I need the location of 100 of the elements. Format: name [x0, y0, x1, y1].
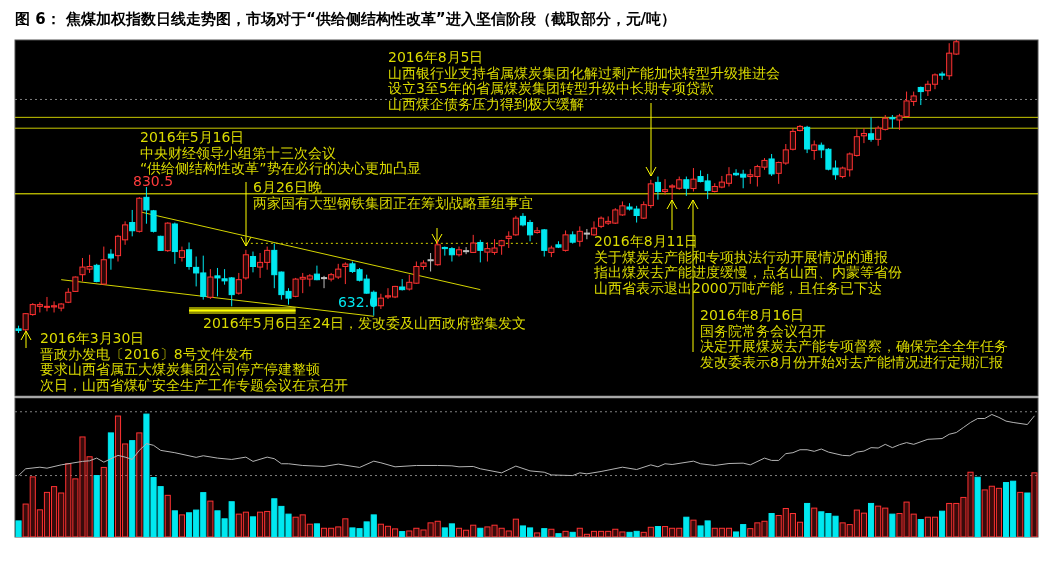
bar — [463, 529, 470, 537]
candlestick — [242, 249, 249, 281]
bar — [178, 514, 186, 537]
bar — [974, 476, 981, 537]
bar — [235, 513, 242, 537]
bar — [839, 522, 846, 537]
bar — [242, 511, 249, 537]
bar — [342, 518, 349, 537]
bar — [931, 516, 939, 537]
bar — [257, 511, 264, 537]
bar — [761, 520, 768, 537]
candlestick — [477, 239, 484, 263]
candlestick — [427, 252, 434, 272]
bar — [576, 527, 583, 537]
candlestick — [583, 228, 590, 240]
candlestick — [342, 261, 349, 285]
bar — [960, 496, 967, 537]
bar — [36, 509, 43, 537]
bar — [114, 415, 122, 537]
annotation: 国务院常务会议召开 — [700, 322, 826, 339]
annotation: “供给侧结构性改革”势在必行的决心更加凸显 — [140, 160, 421, 176]
bar — [718, 527, 725, 537]
bar — [328, 527, 335, 537]
annotation: 2016年3月30日 — [40, 330, 145, 346]
bar — [420, 529, 427, 537]
candlestick — [249, 251, 257, 273]
bar — [903, 501, 910, 537]
annotation: 2016年5月16日 — [140, 129, 245, 145]
bar — [953, 502, 960, 537]
bar — [1017, 491, 1024, 537]
bar — [470, 524, 477, 537]
bar — [413, 527, 420, 537]
bar — [51, 486, 58, 537]
bar — [548, 528, 555, 537]
bar — [868, 502, 875, 537]
chart-title: 图 6： 焦煤加权指数日线走势图，市场对于“供给侧结构性改革”进入坚信阶段（截取部分，元/吨） — [15, 10, 677, 28]
bar — [122, 443, 129, 537]
annotation: 6月26日晚 — [253, 179, 322, 195]
bar — [93, 475, 100, 537]
candlestick — [313, 265, 320, 281]
bar — [910, 513, 917, 537]
bar — [86, 456, 93, 537]
bar — [747, 528, 754, 537]
bar — [512, 518, 519, 537]
bar — [377, 523, 384, 537]
bar — [264, 510, 271, 537]
candlestick — [129, 209, 136, 237]
bar — [995, 487, 1002, 537]
bar — [711, 527, 718, 537]
annotation: 830.5 — [133, 173, 174, 189]
candlestick — [463, 246, 470, 255]
bar — [72, 478, 79, 537]
annotation: 设立3至5年的省属煤炭集团转型升级中长期专项贷款 — [388, 80, 714, 96]
bar — [306, 523, 313, 537]
bar — [392, 528, 399, 537]
bar — [1031, 472, 1038, 537]
bar — [299, 514, 306, 537]
candlestick — [107, 248, 114, 271]
candlestick — [562, 229, 569, 253]
bar — [136, 432, 143, 537]
bar — [768, 513, 775, 537]
text: 次日，山西省煤矿安全生产工作专题会议在京召开 — [40, 376, 348, 393]
candlestick — [654, 176, 661, 201]
bar — [683, 516, 690, 537]
bar — [43, 491, 51, 537]
candlestick — [804, 125, 811, 154]
bar — [640, 531, 647, 537]
bar — [498, 527, 505, 537]
bar — [896, 513, 903, 537]
annotation: 山西银行业支持省属煤炭集团化解过剩产能加快转型升级推进会 — [388, 64, 780, 81]
bar — [29, 476, 36, 537]
bar — [534, 532, 541, 537]
bar — [775, 514, 782, 537]
text: 要求山西省属五大煤炭集团公司停产停建整顿 — [40, 361, 320, 377]
candlestick — [186, 241, 193, 271]
annotation: 中央财经领导小组第十三次会议 — [140, 144, 336, 161]
bar — [555, 533, 562, 537]
candlestick — [768, 153, 775, 177]
bar — [164, 494, 171, 537]
candlestick — [512, 215, 519, 237]
bar — [804, 502, 811, 537]
bar — [946, 502, 953, 537]
candlestick — [541, 228, 548, 258]
bar — [129, 440, 136, 537]
bar — [249, 516, 257, 537]
bar — [335, 526, 342, 537]
bar — [647, 526, 654, 537]
bar — [988, 485, 995, 537]
candlestick — [811, 140, 818, 161]
bar — [484, 526, 491, 537]
bar — [399, 531, 406, 537]
bar — [562, 530, 569, 537]
bar — [384, 525, 392, 537]
bar — [917, 519, 924, 537]
bar — [754, 522, 761, 537]
candlestick — [683, 176, 690, 197]
bar — [65, 463, 72, 537]
bar — [583, 533, 590, 537]
bar — [427, 522, 434, 537]
candlestick — [868, 116, 875, 143]
